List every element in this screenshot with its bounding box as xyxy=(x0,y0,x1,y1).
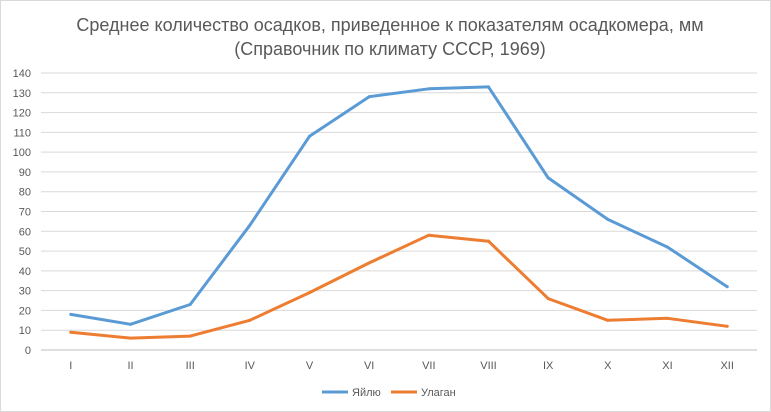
x-tick-label: IV xyxy=(245,360,256,372)
chart-subtitle: (Справочник по климату СССР, 1969) xyxy=(234,39,545,59)
data-point xyxy=(606,318,610,322)
gridlines xyxy=(41,72,757,351)
data-point xyxy=(129,336,132,340)
data-point xyxy=(427,87,431,91)
y-axis-ticks: 0 10 20 30 40 50 60 70 80 90 100 110 120 130 140 xyxy=(13,68,31,357)
y-tick-label: 110 xyxy=(13,127,31,139)
x-tick-label: I xyxy=(69,360,72,372)
series-line xyxy=(69,85,729,326)
y-tick-label: 130 xyxy=(13,88,31,100)
chart-title: Среднее количество осадков, приведенное … xyxy=(76,15,703,35)
y-tick-label: 20 xyxy=(19,305,31,317)
x-tick-label: XI xyxy=(662,360,672,372)
y-tick-label: 50 xyxy=(19,246,31,258)
y-tick-label: 30 xyxy=(19,286,31,298)
series-group xyxy=(69,85,729,326)
x-tick-label: V xyxy=(306,360,314,372)
x-tick-label: VI xyxy=(364,360,374,372)
data-point xyxy=(248,318,252,322)
data-point xyxy=(666,245,669,249)
y-tick-label: 120 xyxy=(13,108,31,120)
data-point xyxy=(666,316,669,320)
data-point xyxy=(427,233,431,237)
x-tick-label: VIII xyxy=(480,360,497,372)
data-point xyxy=(367,95,371,99)
data-point xyxy=(188,302,192,306)
data-point xyxy=(308,134,311,138)
data-point xyxy=(188,334,192,338)
legend-label: Яйлю xyxy=(352,387,381,399)
x-tick-label: III xyxy=(186,360,195,372)
x-tick-label: II xyxy=(127,360,133,372)
y-tick-label: 10 xyxy=(19,325,31,337)
data-point xyxy=(606,217,610,221)
x-tick-label: X xyxy=(604,360,612,372)
y-tick-label: 80 xyxy=(19,187,31,199)
legend-label: Улаган xyxy=(421,387,456,399)
y-tick-label: 40 xyxy=(19,266,31,278)
x-tick-label: IX xyxy=(543,360,554,372)
series-line xyxy=(69,233,729,340)
data-point xyxy=(248,223,252,227)
x-axis-ticks: I II III IV V VI VII VIII IX X XI XII xyxy=(69,360,734,372)
legend: Яйлю Улаган xyxy=(322,387,456,399)
data-point xyxy=(725,324,729,328)
y-tick-label: 0 xyxy=(25,345,31,357)
series-lines xyxy=(69,85,729,340)
data-point xyxy=(69,312,73,316)
data-point xyxy=(546,297,550,301)
data-point xyxy=(487,239,490,243)
x-tick-label: VII xyxy=(422,360,435,372)
y-tick-label: 60 xyxy=(19,226,31,238)
data-point xyxy=(129,322,132,326)
x-tick-label: XII xyxy=(720,360,733,372)
y-tick-label: 90 xyxy=(19,167,31,179)
data-point xyxy=(308,291,311,295)
y-tick-label: 140 xyxy=(13,68,31,80)
data-point xyxy=(546,176,550,180)
series-group xyxy=(69,233,729,340)
data-point xyxy=(725,285,729,289)
y-tick-label: 70 xyxy=(19,207,31,219)
data-point xyxy=(69,330,73,334)
data-point xyxy=(367,261,371,265)
y-tick-label: 100 xyxy=(13,147,31,159)
data-point xyxy=(487,85,490,89)
